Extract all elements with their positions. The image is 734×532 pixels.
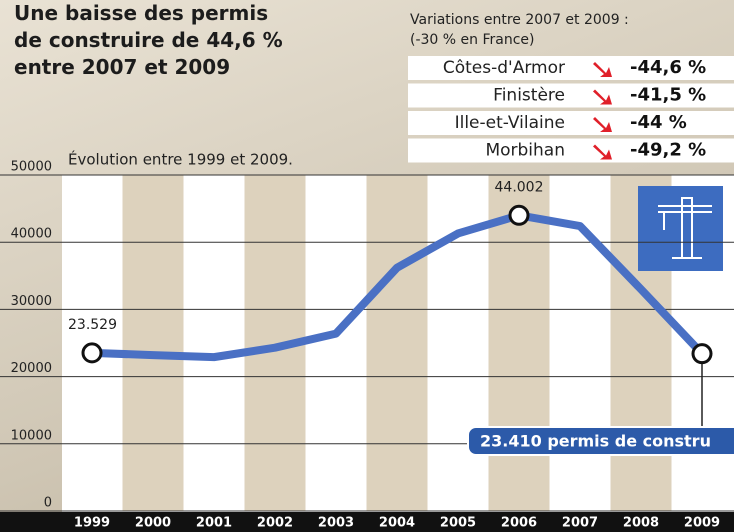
value-label: 23.529 xyxy=(68,317,117,333)
column-stripe xyxy=(123,175,184,511)
y-tick-label: 0 xyxy=(44,496,52,511)
value-label: 23.410 permis de constru xyxy=(480,432,711,451)
data-point xyxy=(693,345,711,363)
y-tick-label: 50000 xyxy=(11,160,52,175)
table-title: Variations entre 2007 et 2009 : xyxy=(410,12,629,28)
x-tick-label: 2001 xyxy=(196,516,232,531)
y-tick-label: 30000 xyxy=(11,294,52,309)
value-label: 44.002 xyxy=(495,179,544,195)
column-stripe xyxy=(367,175,428,511)
x-tick-label: 2003 xyxy=(318,516,354,531)
x-tick-label: 2008 xyxy=(623,516,659,531)
x-tick-label: 2009 xyxy=(684,516,720,531)
x-tick-label: 2004 xyxy=(379,516,415,531)
variation-value: -41,5 % xyxy=(630,85,706,106)
y-tick-label: 20000 xyxy=(11,361,52,376)
region-name: Ille-et-Vilaine xyxy=(455,113,565,133)
region-name: Côtes-d'Armor xyxy=(443,58,565,78)
variation-value: -49,2 % xyxy=(630,140,706,161)
x-tick-label: 2007 xyxy=(562,516,598,531)
variation-value: -44,6 % xyxy=(630,57,706,78)
x-tick-label: 2005 xyxy=(440,516,476,531)
y-tick-label: 10000 xyxy=(11,428,52,443)
x-tick-label: 2006 xyxy=(501,516,537,531)
x-tick-label: 2002 xyxy=(257,516,293,531)
crane-icon xyxy=(638,186,723,271)
table-subtitle: (-30 % en France) xyxy=(410,32,534,48)
data-point xyxy=(510,206,528,224)
chart: Variations entre 2007 et 2009 : (-30 % e… xyxy=(0,0,734,532)
variation-value: -44 % xyxy=(630,112,687,133)
region-name: Morbihan xyxy=(485,141,565,161)
x-tick-label: 1999 xyxy=(74,516,110,531)
data-point xyxy=(83,344,101,362)
page: Une baisse des permis de construire de 4… xyxy=(0,0,734,532)
chart-subtitle: Évolution entre 1999 et 2009. xyxy=(68,150,293,169)
y-tick-label: 40000 xyxy=(11,227,52,242)
region-name: Finistère xyxy=(493,86,565,106)
x-tick-label: 2000 xyxy=(135,516,171,531)
